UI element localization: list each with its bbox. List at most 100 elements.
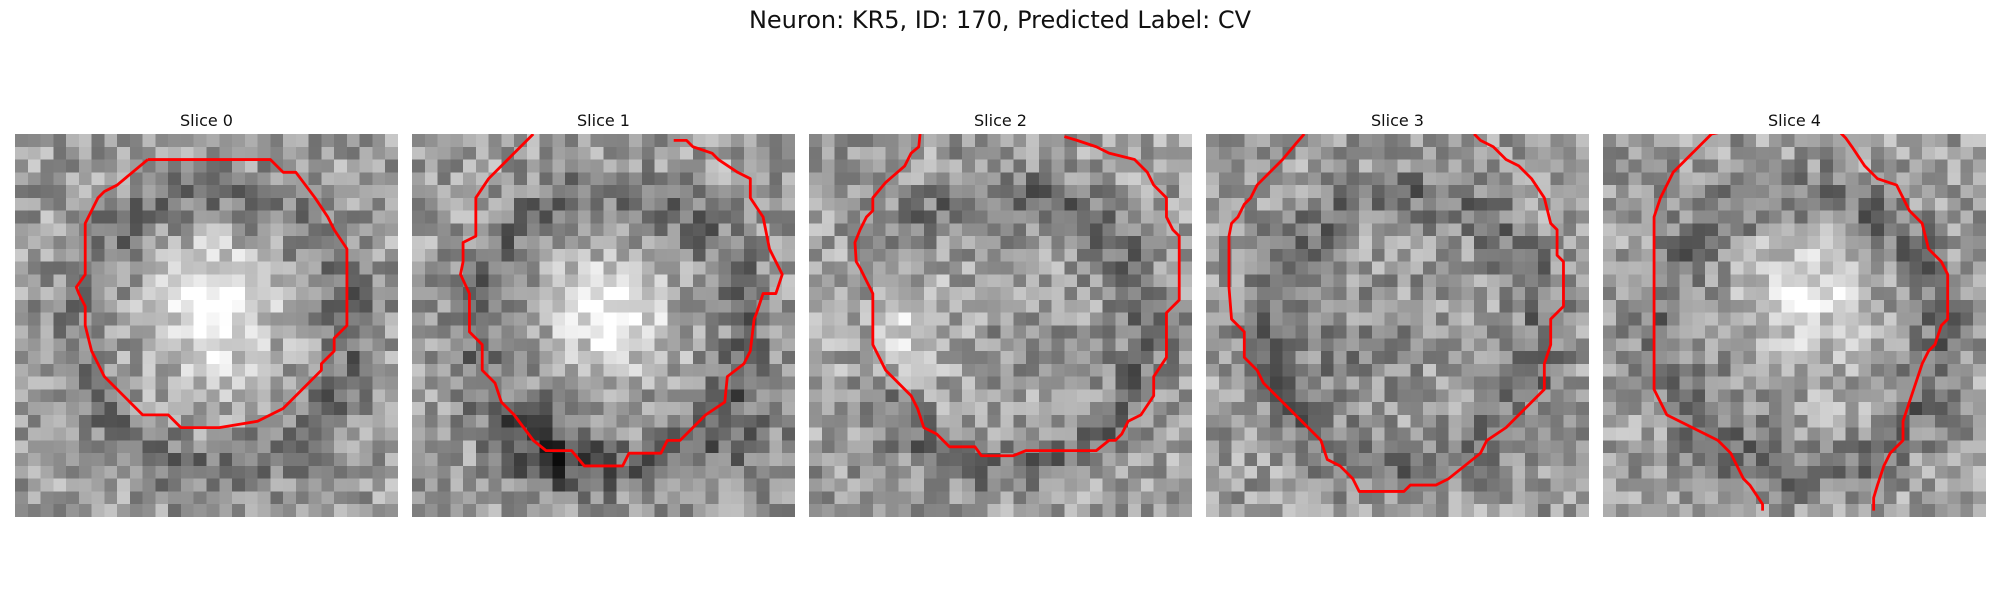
pixel: [15, 210, 29, 224]
pixel: [232, 478, 246, 492]
pixel: [1486, 248, 1500, 262]
pixel: [667, 453, 681, 467]
pixel: [1654, 146, 1668, 160]
pixel: [718, 261, 732, 275]
pixel: [1077, 427, 1091, 441]
pixel: [1397, 223, 1411, 237]
pixel: [1295, 159, 1309, 173]
pixel: [1794, 465, 1808, 479]
pixel: [667, 325, 681, 339]
pixel: [1051, 134, 1065, 148]
pixel: [936, 185, 950, 199]
pixel: [1486, 236, 1500, 250]
pixel: [1666, 504, 1680, 517]
pixel: [1486, 197, 1500, 211]
pixel: [667, 312, 681, 326]
pixel: [1909, 197, 1923, 211]
pixel: [782, 465, 795, 479]
pixel: [40, 299, 54, 313]
pixel: [860, 363, 874, 377]
pixel: [232, 223, 246, 237]
pixel: [1384, 325, 1398, 339]
pixel: [1576, 287, 1589, 301]
pixel: [821, 248, 835, 262]
pixel: [654, 299, 668, 313]
pixel: [1077, 363, 1091, 377]
pixel: [1206, 274, 1220, 288]
pixel: [577, 223, 591, 237]
pixel: [283, 402, 297, 416]
pixel: [847, 210, 861, 224]
pixel: [526, 389, 540, 403]
pixel: [321, 440, 335, 454]
pixel: [104, 453, 118, 467]
pixel: [1499, 376, 1513, 390]
pixel: [155, 236, 169, 250]
pixel: [488, 185, 502, 199]
pixel: [1603, 134, 1617, 148]
pixel: [1026, 312, 1040, 326]
pixel: [1257, 389, 1271, 403]
pixel: [1384, 134, 1398, 148]
pixel: [1346, 299, 1360, 313]
pixel: [1768, 376, 1782, 390]
pixel: [1474, 287, 1488, 301]
pixel: [1679, 312, 1693, 326]
pixel: [1257, 504, 1271, 517]
pixel: [1666, 223, 1680, 237]
pixel: [1333, 299, 1347, 313]
pixel: [321, 325, 335, 339]
pixel: [1371, 465, 1385, 479]
pixel: [1231, 351, 1245, 365]
pixel: [911, 236, 925, 250]
pixel: [206, 414, 220, 428]
pixel: [692, 351, 706, 365]
pixel: [1654, 312, 1668, 326]
pixel: [1166, 465, 1180, 479]
pixel: [1000, 427, 1014, 441]
pixel: [654, 210, 668, 224]
pixel: [488, 236, 502, 250]
pixel: [1896, 389, 1910, 403]
pixel: [1051, 172, 1065, 186]
pixel: [1820, 248, 1834, 262]
pixel: [1179, 172, 1192, 186]
pixel: [1346, 491, 1360, 505]
pixel: [1218, 172, 1232, 186]
pixel: [1883, 325, 1897, 339]
pixel: [590, 453, 604, 467]
pixel: [321, 453, 335, 467]
pixel: [769, 491, 783, 505]
pixel: [1756, 402, 1770, 416]
pixel: [206, 236, 220, 250]
pixel: [629, 146, 643, 160]
pixel: [180, 465, 194, 479]
pixel: [1922, 440, 1936, 454]
pixel: [1807, 210, 1821, 224]
pixel: [359, 389, 373, 403]
pixel: [1179, 223, 1192, 237]
pixel: [385, 134, 398, 148]
pixel: [1295, 427, 1309, 441]
pixel: [463, 248, 477, 262]
pixel: [180, 363, 194, 377]
pixel: [450, 389, 464, 403]
pixel: [1909, 427, 1923, 441]
pixel: [782, 351, 795, 365]
pixel: [372, 159, 386, 173]
pixel: [1166, 261, 1180, 275]
pixel: [743, 134, 757, 148]
pixel: [526, 338, 540, 352]
pixel: [705, 299, 719, 313]
pixel: [142, 299, 156, 313]
pixel: [860, 376, 874, 390]
pixel: [1166, 312, 1180, 326]
segmentation-contour: [1227, 134, 1565, 493]
pixel: [1359, 236, 1373, 250]
pixel: [949, 172, 963, 186]
pixel: [692, 453, 706, 467]
pixel: [1973, 363, 1986, 377]
pixel: [219, 299, 233, 313]
pixel: [692, 223, 706, 237]
pixel: [1282, 491, 1296, 505]
